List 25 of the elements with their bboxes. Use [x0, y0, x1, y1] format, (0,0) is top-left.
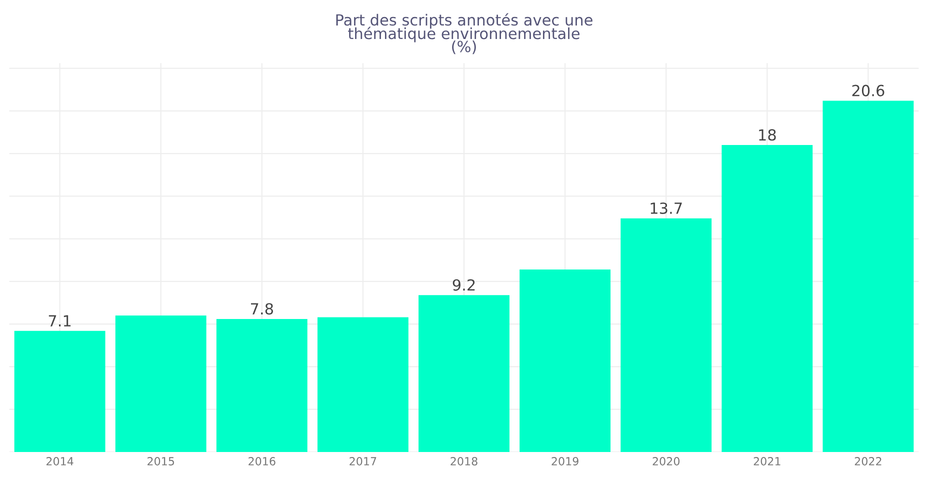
bar — [14, 330, 106, 452]
bar — [822, 100, 914, 452]
bar — [216, 318, 308, 452]
x-tick-label: 2017 — [350, 457, 376, 466]
bar — [317, 317, 408, 452]
data-label: 13.7 — [650, 202, 682, 214]
x-tick-label: 2014 — [46, 457, 74, 466]
bar — [115, 316, 206, 452]
bar — [620, 218, 712, 452]
bar — [722, 145, 813, 452]
bar — [520, 270, 611, 452]
data-label: 18 — [759, 129, 776, 141]
x-tick-label: 2021 — [754, 457, 780, 466]
x-tick-label: 2019 — [552, 457, 578, 466]
bar — [418, 295, 510, 452]
data-label: 20.6 — [852, 84, 884, 96]
x-tick-label: 2022 — [854, 457, 882, 466]
x-tick-label: 2016 — [248, 457, 276, 466]
data-label: 7.8 — [251, 303, 274, 315]
x-tick-label: 2018 — [450, 457, 478, 466]
x-tick-label: 2020 — [652, 457, 680, 466]
x-tick-label: 2015 — [148, 457, 174, 466]
data-label: 9.2 — [452, 279, 475, 291]
chart-title: Part des scripts annotés avec une thématique environnementale (%) — [336, 13, 592, 54]
data-label: 7.1 — [48, 315, 71, 326]
